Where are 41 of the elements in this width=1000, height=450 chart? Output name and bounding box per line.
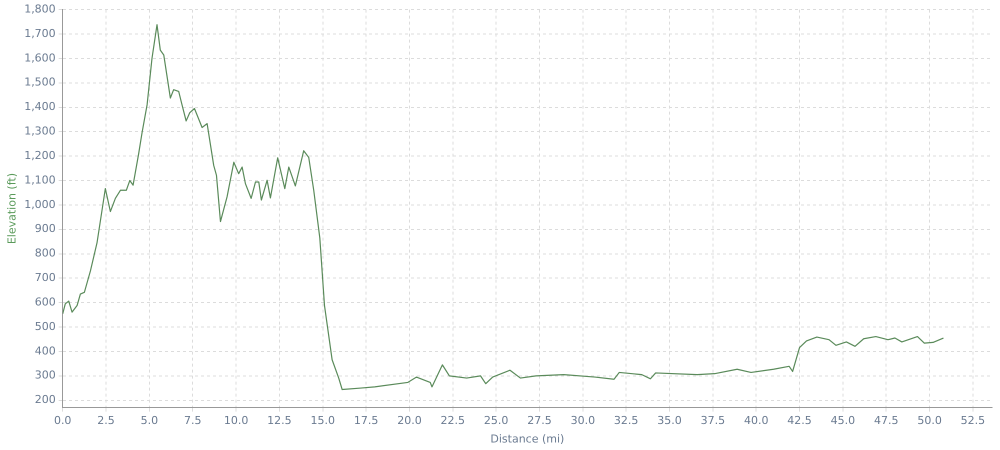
x-axis-title: Distance (mi): [490, 432, 564, 446]
x-tick-label: 45.0: [830, 414, 856, 428]
x-tick-label: 47.5: [874, 414, 898, 428]
y-tick-label: 1,100: [24, 173, 56, 186]
x-tick-label: 7.5: [184, 414, 202, 428]
y-tick-label: 400: [34, 344, 56, 358]
y-tick-label: 700: [34, 271, 56, 284]
y-tick-label: 800: [34, 246, 56, 260]
x-tick-label: 37.5: [700, 414, 726, 428]
y-tick-label: 1,000: [24, 198, 56, 211]
x-tick-label: 20.0: [397, 414, 422, 428]
x-tick-label: 12.5: [267, 414, 292, 428]
y-tick-label: 1,200: [24, 148, 56, 162]
x-tick-label: 27.5: [527, 414, 552, 428]
y-tick-label: 500: [34, 320, 56, 333]
y-tick-label: 200: [34, 393, 56, 406]
x-tick-label: 32.5: [614, 414, 638, 428]
y-tick-label: 300: [34, 368, 56, 382]
x-tick-label: 40.0: [744, 414, 768, 428]
x-tick-label: 35.0: [657, 414, 682, 428]
y-tick-label: 1,700: [24, 26, 56, 40]
x-tick-label: 50.0: [917, 414, 942, 428]
x-tick-label: 0.0: [54, 414, 72, 428]
x-tick-label: 22.5: [440, 414, 466, 428]
y-tick-label: 1,500: [24, 76, 56, 89]
y-tick-label: 1,600: [24, 51, 56, 64]
x-tick-label: 42.5: [787, 414, 812, 428]
x-tick-label: 25.0: [484, 414, 508, 428]
x-tick-label: 2.5: [97, 414, 115, 428]
y-tick-label: 900: [34, 222, 56, 236]
x-tick-label: 30.0: [570, 414, 596, 428]
x-tick-label: 15.0: [310, 414, 336, 428]
x-tick-label: 5.0: [140, 414, 158, 428]
y-tick-label: 1,300: [24, 124, 56, 138]
y-tick-label: 1,800: [24, 2, 56, 16]
x-tick-label: 52.5: [960, 414, 986, 428]
x-tick-label: 17.5: [354, 414, 378, 428]
y-axis-title: Elevation (ft): [5, 173, 18, 244]
x-tick-label: 10.0: [224, 414, 248, 428]
y-tick-label: 1,400: [24, 100, 56, 114]
y-tick-label: 600: [34, 295, 56, 308]
